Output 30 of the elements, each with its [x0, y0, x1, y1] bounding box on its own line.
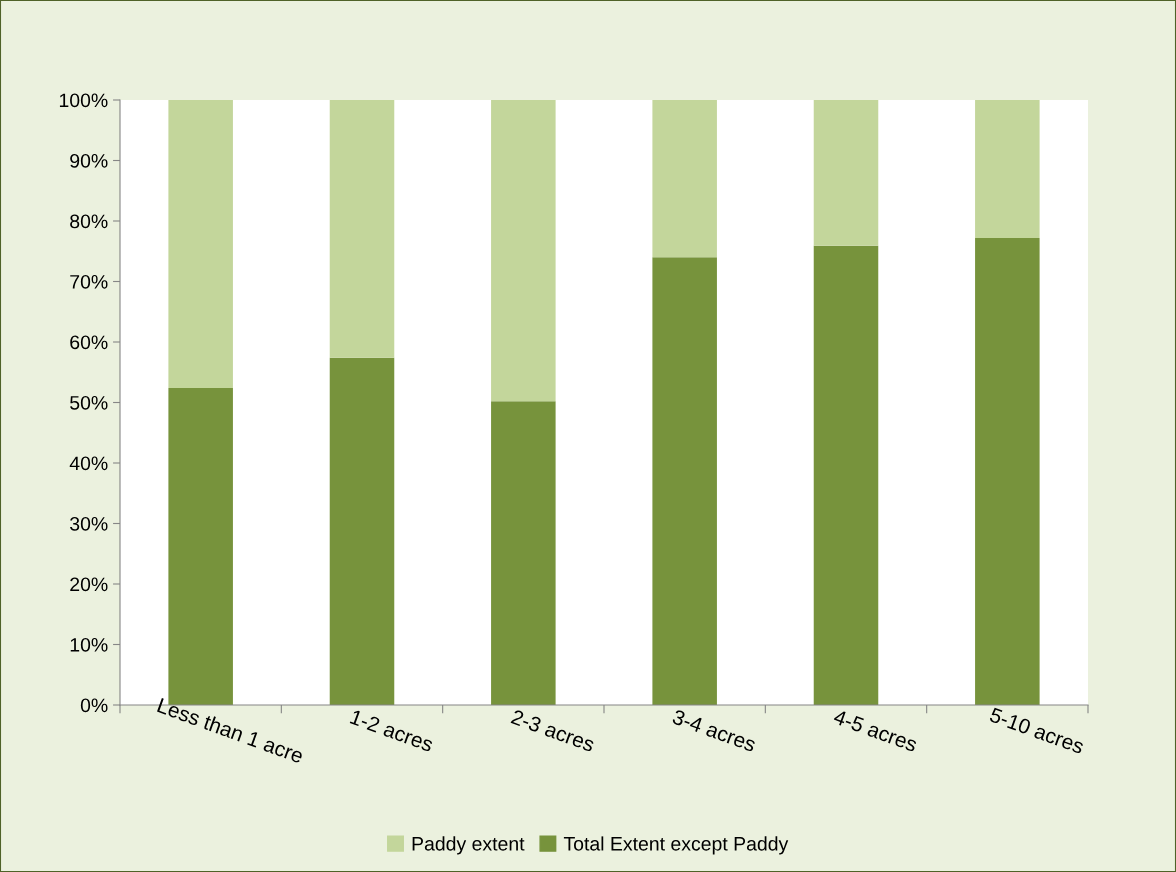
y-tick-label: 60% [70, 335, 108, 350]
bar [975, 237, 1040, 705]
y-tick-label: 80% [70, 214, 108, 229]
x-tick-label: Less than 1 acre [156, 697, 305, 764]
y-tick-label: 100% [59, 93, 108, 108]
x-tick-label: 1-2 acres [349, 709, 435, 753]
bar [975, 100, 1040, 238]
y-tick-label: 30% [70, 516, 108, 531]
bar [813, 245, 879, 705]
y-tick-label: 20% [70, 577, 108, 592]
bar [329, 100, 395, 358]
bar [491, 100, 556, 402]
bar [813, 100, 879, 246]
legend-label: Total Extent except Paddy [563, 836, 789, 855]
y-tick-label: 0% [80, 698, 108, 713]
y-tick-label: 40% [69, 456, 108, 471]
x-tick-label: 3-4 acres [671, 709, 757, 753]
y-tick-label: 50% [70, 395, 108, 410]
y-tick-label: 90% [70, 153, 108, 168]
x-tick-label: 5-10 acres [988, 707, 1085, 755]
bar [329, 357, 395, 705]
legend-label: Paddy extent [412, 836, 525, 855]
x-tick-label: 4-5 acres [832, 709, 919, 753]
x-tick-label: 2-3 acres [510, 709, 596, 753]
y-tick-label: 70% [70, 274, 108, 289]
y-tick-label: 10% [70, 637, 108, 652]
bar [168, 100, 233, 388]
bar [652, 100, 717, 258]
bar [491, 401, 556, 705]
bar [652, 257, 717, 705]
